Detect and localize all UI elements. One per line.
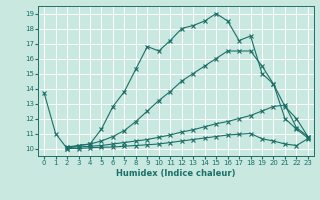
X-axis label: Humidex (Indice chaleur): Humidex (Indice chaleur) — [116, 169, 236, 178]
